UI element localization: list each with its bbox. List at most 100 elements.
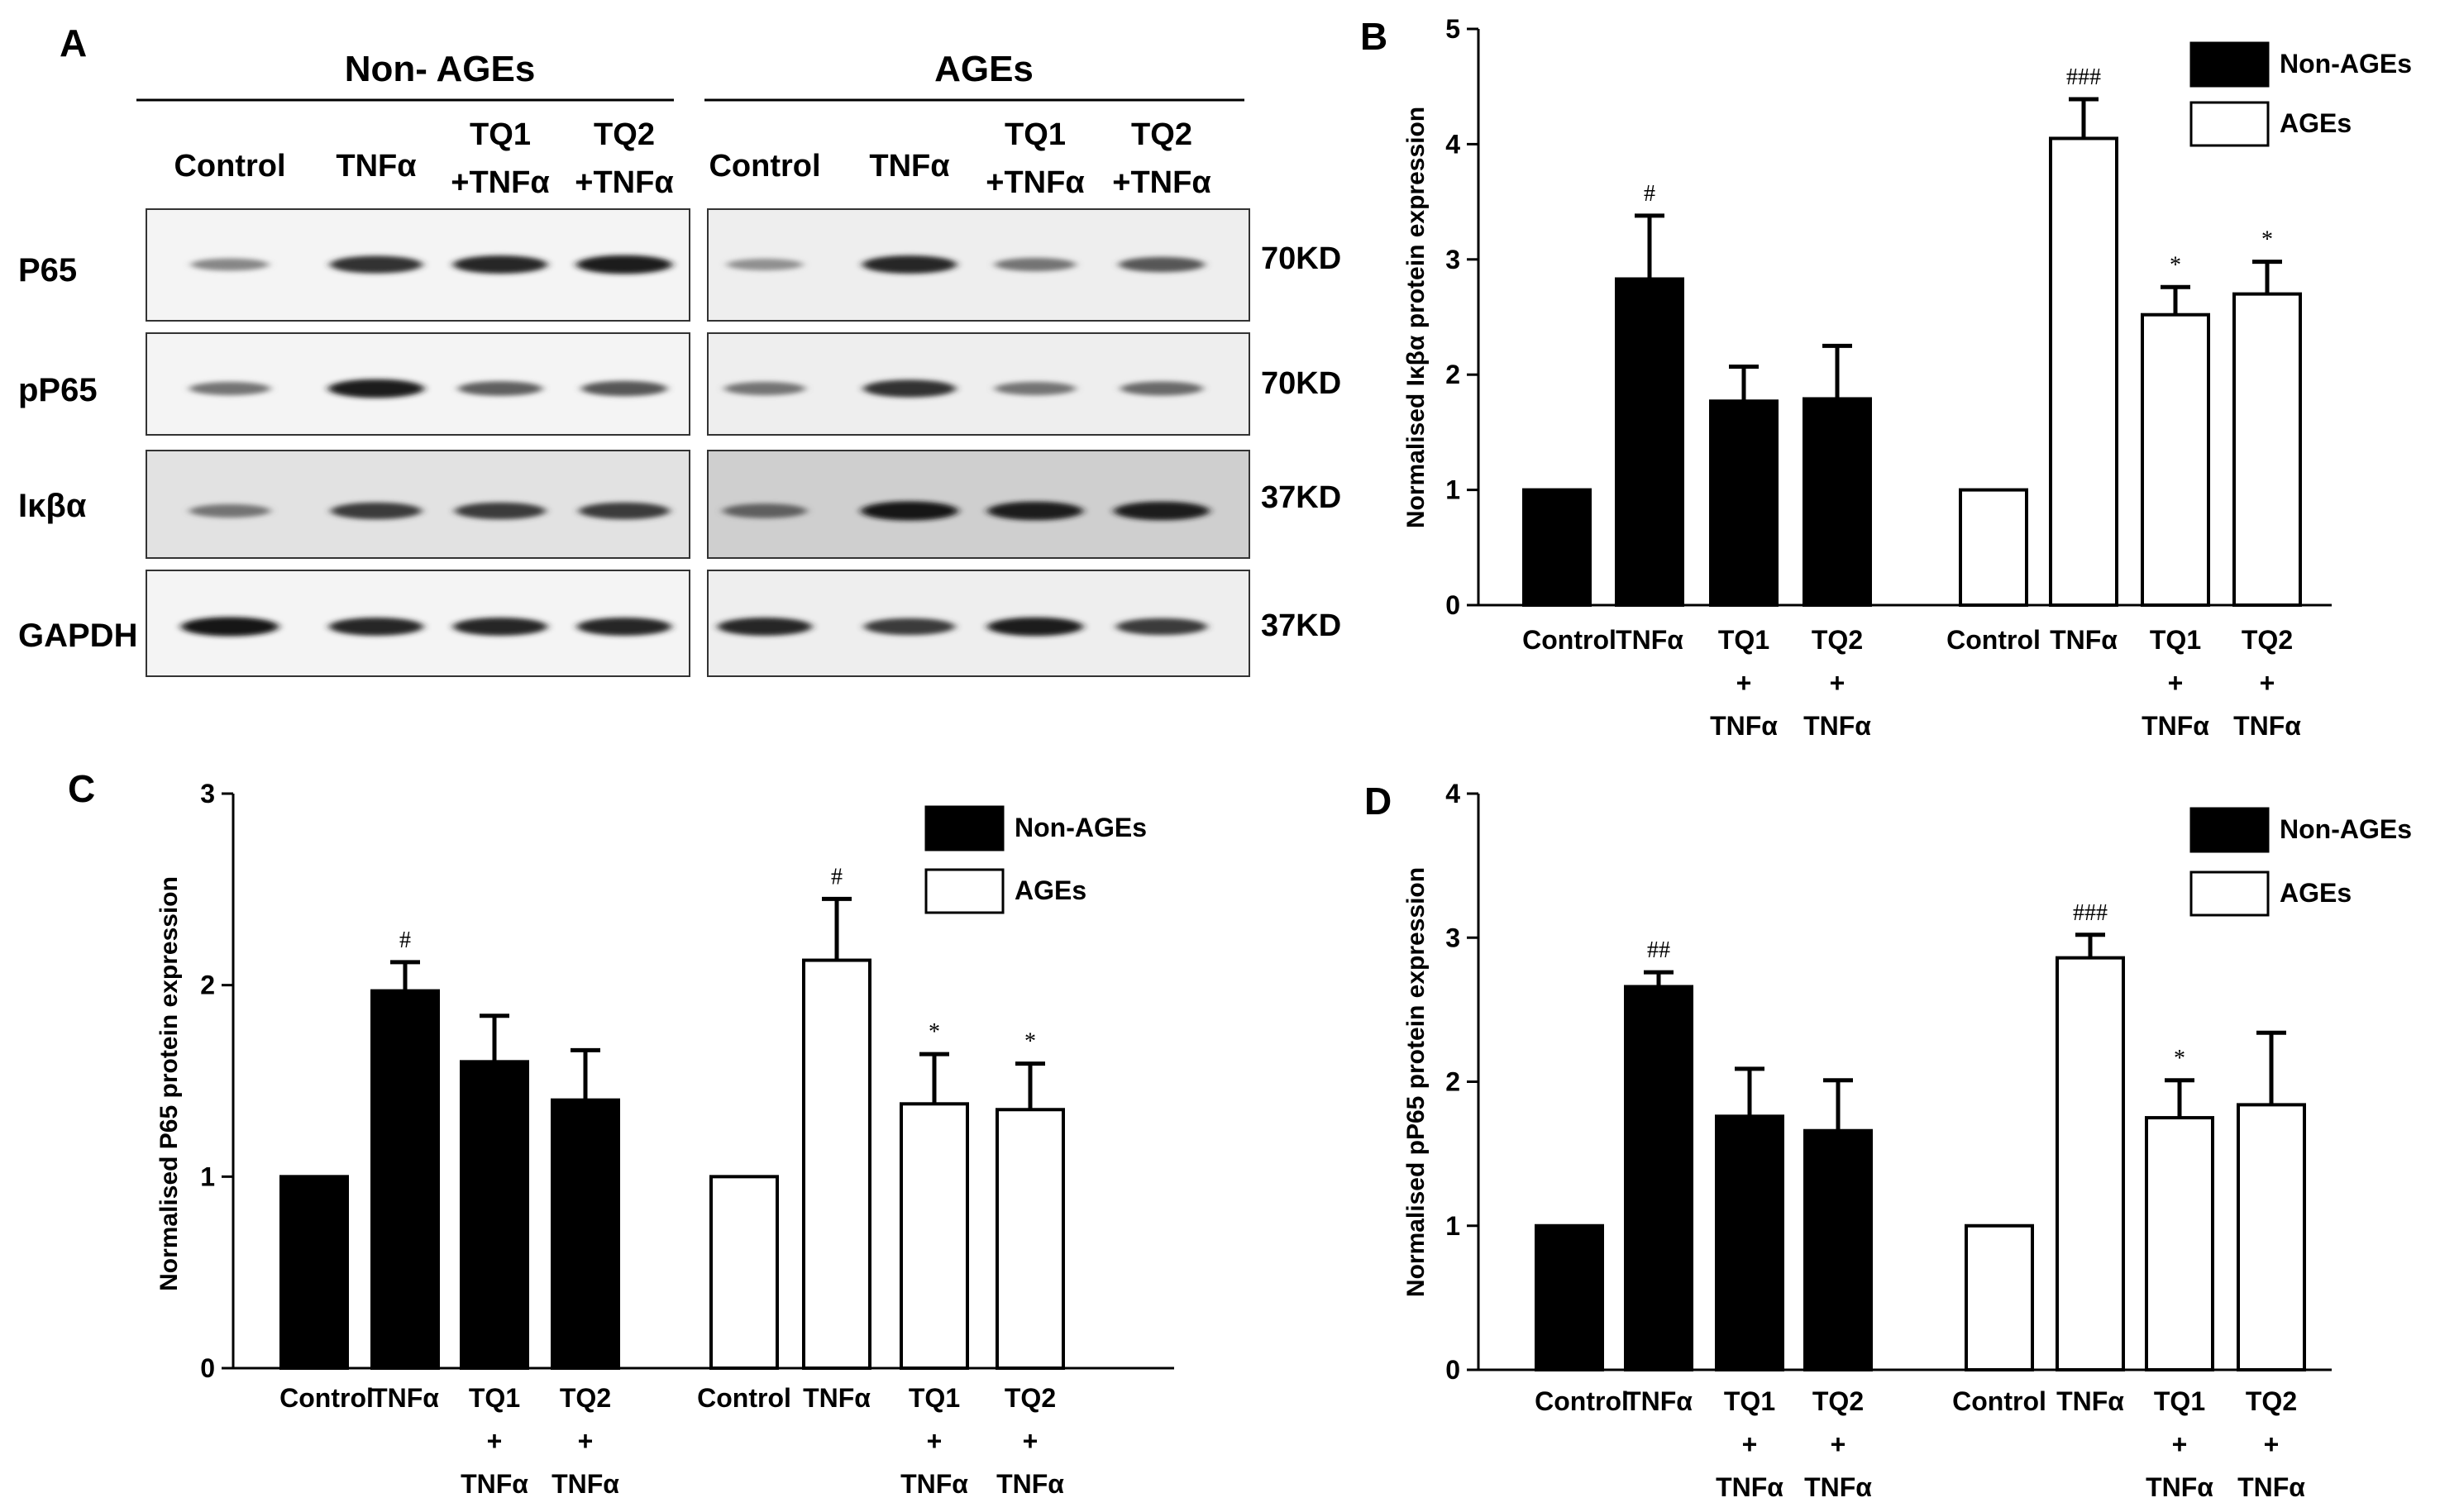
protein-band bbox=[453, 618, 547, 636]
x-tick-label: Control bbox=[697, 1383, 791, 1413]
protein-band bbox=[995, 257, 1076, 272]
bar bbox=[551, 1098, 620, 1370]
protein-band bbox=[189, 381, 270, 396]
protein-band bbox=[328, 379, 424, 398]
molecular-weight-label: 37KD bbox=[1261, 608, 1341, 643]
protein-band bbox=[861, 501, 958, 521]
legend-swatch bbox=[924, 805, 1005, 851]
protein-band bbox=[181, 617, 279, 637]
bar bbox=[709, 1175, 779, 1371]
significance-marker: * bbox=[2170, 252, 2181, 278]
x-tick-label: TQ2 + TNFα bbox=[552, 1383, 619, 1499]
panel-label: D bbox=[1364, 780, 1392, 823]
x-tick-label: TQ2 + TNFα bbox=[2237, 1386, 2305, 1502]
protein-band bbox=[862, 255, 957, 274]
significance-marker: # bbox=[831, 864, 843, 890]
lane-label: Control bbox=[174, 149, 285, 184]
significance-marker: * bbox=[2261, 227, 2273, 253]
bar bbox=[1959, 488, 2028, 607]
y-axis-label: Normalised P65 protein expression bbox=[155, 876, 183, 1291]
protein-band bbox=[331, 502, 422, 520]
panel-label: B bbox=[1360, 15, 1387, 58]
legend-swatch bbox=[2189, 807, 2270, 853]
y-tick-label: 4 bbox=[1445, 129, 1460, 159]
y-axis-label: Normalised pP65 protein expression bbox=[1402, 867, 1430, 1297]
blot-row-label: GAPDH bbox=[18, 618, 137, 654]
legend-swatch bbox=[2189, 101, 2270, 147]
significance-marker: # bbox=[399, 928, 411, 953]
bar bbox=[1803, 397, 1872, 607]
group-label: Non- AGEs bbox=[345, 49, 536, 89]
lane-label: TQ2 +TNFα bbox=[575, 117, 673, 200]
y-tick-label: 3 bbox=[200, 779, 215, 808]
bar bbox=[1715, 1114, 1784, 1371]
legend-label: AGEs bbox=[2280, 108, 2352, 138]
bar bbox=[2232, 292, 2302, 607]
protein-band bbox=[1114, 501, 1210, 521]
x-tick-label: TQ1 + TNFα bbox=[461, 1383, 528, 1499]
protein-band bbox=[329, 618, 423, 636]
x-tick-label: TQ1 + TNFα bbox=[1710, 625, 1778, 741]
significance-marker: ## bbox=[1647, 937, 1670, 963]
group-label: AGEs bbox=[934, 49, 1034, 89]
panel-label: C bbox=[68, 767, 95, 810]
protein-band bbox=[863, 379, 956, 398]
x-tick-label: Control bbox=[1522, 625, 1616, 655]
panel-label-a: A bbox=[60, 21, 87, 64]
y-tick-label: 0 bbox=[1445, 590, 1460, 620]
bar bbox=[1522, 488, 1592, 607]
protein-band bbox=[995, 381, 1076, 396]
bar bbox=[370, 989, 440, 1371]
x-tick-label: TNFα bbox=[1616, 625, 1683, 655]
significance-marker: # bbox=[1644, 181, 1655, 207]
y-tick-label: 3 bbox=[1445, 245, 1460, 274]
bar bbox=[2056, 956, 2125, 1372]
bar bbox=[2145, 1116, 2214, 1371]
x-tick-label: Control bbox=[1946, 625, 2041, 655]
x-tick-label: Control bbox=[1952, 1386, 2046, 1416]
x-tick-label: TQ2 + TNFα bbox=[996, 1383, 1064, 1499]
x-tick-label: TNFα bbox=[2050, 625, 2118, 655]
x-tick-label: TQ1 + TNFα bbox=[2142, 625, 2209, 741]
significance-marker: ### bbox=[2066, 64, 2101, 90]
protein-band bbox=[189, 503, 270, 518]
significance-marker: * bbox=[929, 1019, 940, 1045]
bar bbox=[460, 1060, 529, 1371]
bar bbox=[279, 1175, 349, 1371]
blot-row-label: P65 bbox=[18, 252, 77, 289]
bar bbox=[1615, 277, 1684, 607]
legend-label: AGEs bbox=[1015, 875, 1086, 905]
x-tick-label: TNFα bbox=[1625, 1386, 1693, 1416]
x-tick-label: TQ1 + TNFα bbox=[2146, 1386, 2213, 1502]
protein-band bbox=[1119, 256, 1205, 273]
protein-band bbox=[453, 255, 547, 274]
protein-band bbox=[579, 502, 670, 520]
protein-band bbox=[864, 618, 955, 636]
protein-band bbox=[987, 501, 1083, 521]
protein-band bbox=[987, 617, 1083, 637]
y-tick-label: 0 bbox=[200, 1353, 215, 1383]
y-tick-label: 3 bbox=[1445, 923, 1460, 952]
x-tick-label: TNFα bbox=[2056, 1386, 2124, 1416]
molecular-weight-label: 37KD bbox=[1261, 480, 1341, 515]
protein-band bbox=[1120, 381, 1203, 396]
legend-label: Non-AGEs bbox=[1015, 813, 1147, 842]
y-tick-label: 0 bbox=[1445, 1355, 1460, 1385]
protein-band bbox=[581, 380, 667, 397]
x-tick-label: TQ2 + TNFα bbox=[2233, 625, 2301, 741]
significance-marker: * bbox=[1024, 1029, 1036, 1055]
bar bbox=[2237, 1103, 2306, 1371]
x-tick-label: TQ1 + TNFα bbox=[900, 1383, 968, 1499]
y-tick-label: 1 bbox=[200, 1161, 215, 1191]
lane-label: TQ1 +TNFα bbox=[986, 117, 1084, 200]
blot-row-label: pP65 bbox=[18, 372, 98, 408]
x-tick-label: Control bbox=[1535, 1386, 1629, 1416]
y-tick-label: 4 bbox=[1445, 779, 1460, 808]
lane-label: TQ1 +TNFα bbox=[451, 117, 549, 200]
blot-row-label: Iκβα bbox=[18, 488, 87, 524]
bar bbox=[1624, 985, 1693, 1371]
protein-band bbox=[191, 258, 269, 271]
x-tick-label: TNFα bbox=[371, 1383, 439, 1413]
significance-marker: * bbox=[2174, 1046, 2185, 1071]
